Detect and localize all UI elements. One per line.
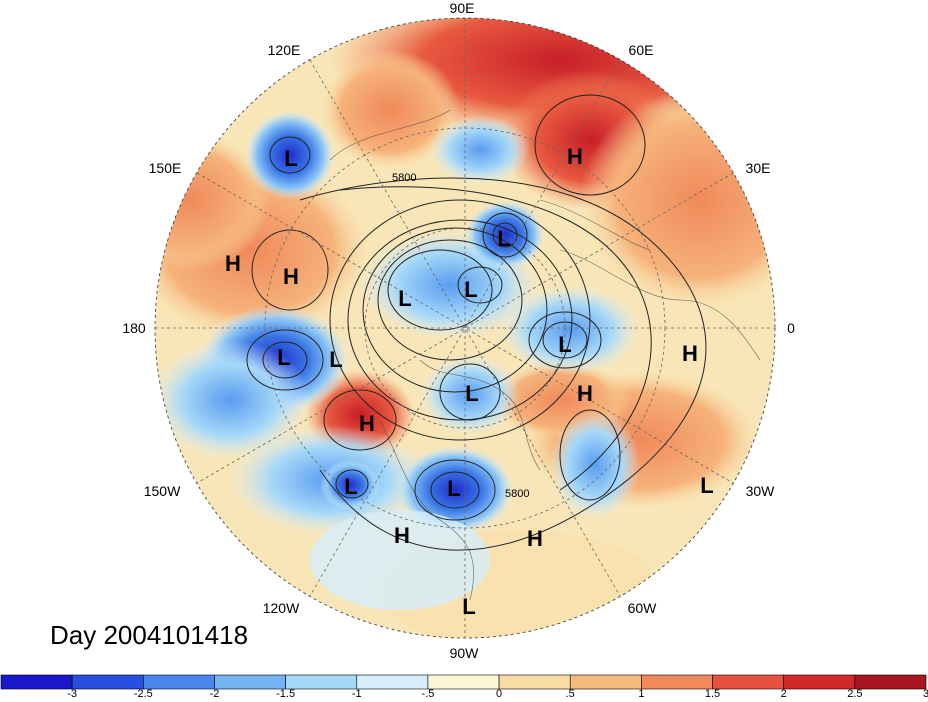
high-marker: H (394, 523, 410, 548)
high-marker: H (283, 264, 299, 289)
low-marker: L (558, 332, 571, 357)
low-marker: L (398, 286, 411, 311)
anomaly-field (155, 18, 775, 638)
colorbar-tick-label: 2 (780, 688, 787, 700)
colorbar-swatch (427, 674, 500, 690)
lon-label-0: 0 (787, 320, 795, 336)
low-marker: L (447, 476, 460, 501)
low-marker: L (462, 594, 475, 619)
low-marker: L (329, 347, 342, 372)
colorbar-tick-label: -.5 (421, 688, 435, 700)
lon-label-90e: 90E (449, 0, 475, 16)
lon-label-90w: 90W (449, 645, 479, 661)
lon-label-60e: 60E (628, 42, 654, 58)
low-marker: L (277, 345, 290, 370)
colorbar-tick-label: -1.5 (276, 688, 296, 700)
colorbar-swatch (71, 674, 144, 690)
lon-label-60w: 60W (627, 600, 657, 616)
high-marker: H (527, 526, 543, 551)
lon-label-180: 180 (122, 320, 146, 336)
lon-label-150e: 150E (148, 160, 182, 176)
low-marker: L (464, 277, 477, 302)
colorbar (0, 674, 927, 690)
colorbar-swatch (285, 674, 358, 690)
colorbar-tick-label: 3 (922, 688, 928, 700)
colorbar-tick-label: -2.5 (133, 688, 153, 700)
low-marker: L (497, 226, 510, 251)
colorbar-swatch (783, 674, 856, 690)
lon-label-30e: 30E (745, 160, 771, 176)
figure-title: Day 2004101418 (50, 620, 249, 650)
low-marker: L (344, 474, 357, 499)
contour-label: 5800 (392, 172, 416, 184)
colorbar-swatch (854, 674, 927, 690)
high-marker: H (682, 341, 698, 366)
colorbar-swatch (143, 674, 215, 690)
colorbar-swatch (356, 674, 429, 690)
high-marker: H (577, 381, 593, 406)
colorbar-swatch (712, 674, 784, 690)
colorbar-tick-label: 2.5 (847, 688, 863, 700)
lon-label-30w: 30W (745, 483, 775, 499)
low-marker: L (700, 473, 713, 498)
colorbar-tick-label: -1 (351, 688, 362, 700)
lon-label-150w: 150W (143, 483, 181, 499)
colorbar-swatch (641, 674, 713, 690)
colorbar-swatch (0, 674, 73, 690)
colorbar-swatch (498, 674, 571, 690)
colorbar-swatch (569, 674, 642, 690)
low-marker: L (465, 381, 478, 406)
low-marker: L (284, 146, 297, 171)
colorbar-tick-label: -3 (67, 688, 78, 700)
colorbar-tick-label: .5 (565, 688, 575, 700)
colorbar-tick-label: -2 (209, 688, 220, 700)
high-marker: H (359, 411, 375, 436)
high-marker: H (225, 251, 241, 276)
colorbar-tick-label: 1 (638, 688, 645, 700)
colorbar-swatch (214, 674, 286, 690)
high-marker: H (567, 144, 583, 169)
contour-label: 5800 (505, 488, 529, 500)
lon-label-120w: 120W (262, 600, 300, 616)
lon-label-120e: 120E (267, 42, 301, 58)
colorbar-tick-label: 0 (496, 688, 503, 700)
colorbar-tick-label: 1.5 (704, 688, 721, 700)
